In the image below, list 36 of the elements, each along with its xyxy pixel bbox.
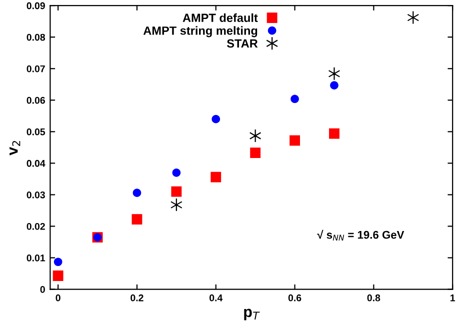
x-tick-label: 0.8 bbox=[367, 294, 380, 302]
x-tick-label: 0 bbox=[56, 294, 60, 302]
x-axis-title: p$_{T}$ bbox=[244, 308, 260, 320]
point bbox=[290, 94, 299, 104]
y-tick-label: 0.09 bbox=[26, 2, 45, 10]
point bbox=[52, 270, 64, 281]
point bbox=[171, 186, 182, 197]
y-tick-label: 0.02 bbox=[26, 222, 45, 230]
y-tick-label: 0 bbox=[40, 286, 45, 293]
point bbox=[329, 128, 340, 139]
y-tick-label: 0.03 bbox=[26, 191, 45, 198]
point bbox=[172, 168, 181, 177]
point bbox=[328, 66, 340, 80]
point bbox=[250, 148, 261, 158]
y-axis-title: v$_{2}$ bbox=[10, 141, 20, 156]
legend-label: AMPT string melting bbox=[143, 26, 258, 38]
point bbox=[132, 214, 142, 225]
y-tick-label: 0.04 bbox=[26, 160, 46, 167]
y-tick-label: 0.01 bbox=[26, 254, 46, 262]
x-tick-label: 1 bbox=[450, 294, 456, 302]
legend-label: STAR bbox=[226, 39, 258, 48]
point bbox=[290, 135, 300, 146]
legend-label: AMPT default bbox=[182, 13, 258, 22]
annotation: √ s$_{NN}$ = 19.6 GeV bbox=[317, 230, 404, 240]
y-tick-label: 0.08 bbox=[26, 34, 46, 41]
x-tick-label: 0.6 bbox=[288, 294, 302, 302]
x-tick-label: 0.4 bbox=[210, 294, 223, 302]
point bbox=[210, 172, 222, 182]
y-tick-label: 0.06 bbox=[26, 96, 45, 104]
point bbox=[54, 258, 62, 266]
y-tick-label: 0.07 bbox=[26, 65, 45, 72]
point bbox=[330, 81, 338, 90]
x-tick-label: 0.2 bbox=[130, 294, 144, 302]
y-tick-label: 0.05 bbox=[26, 128, 46, 136]
point bbox=[132, 188, 142, 197]
point bbox=[212, 114, 220, 124]
